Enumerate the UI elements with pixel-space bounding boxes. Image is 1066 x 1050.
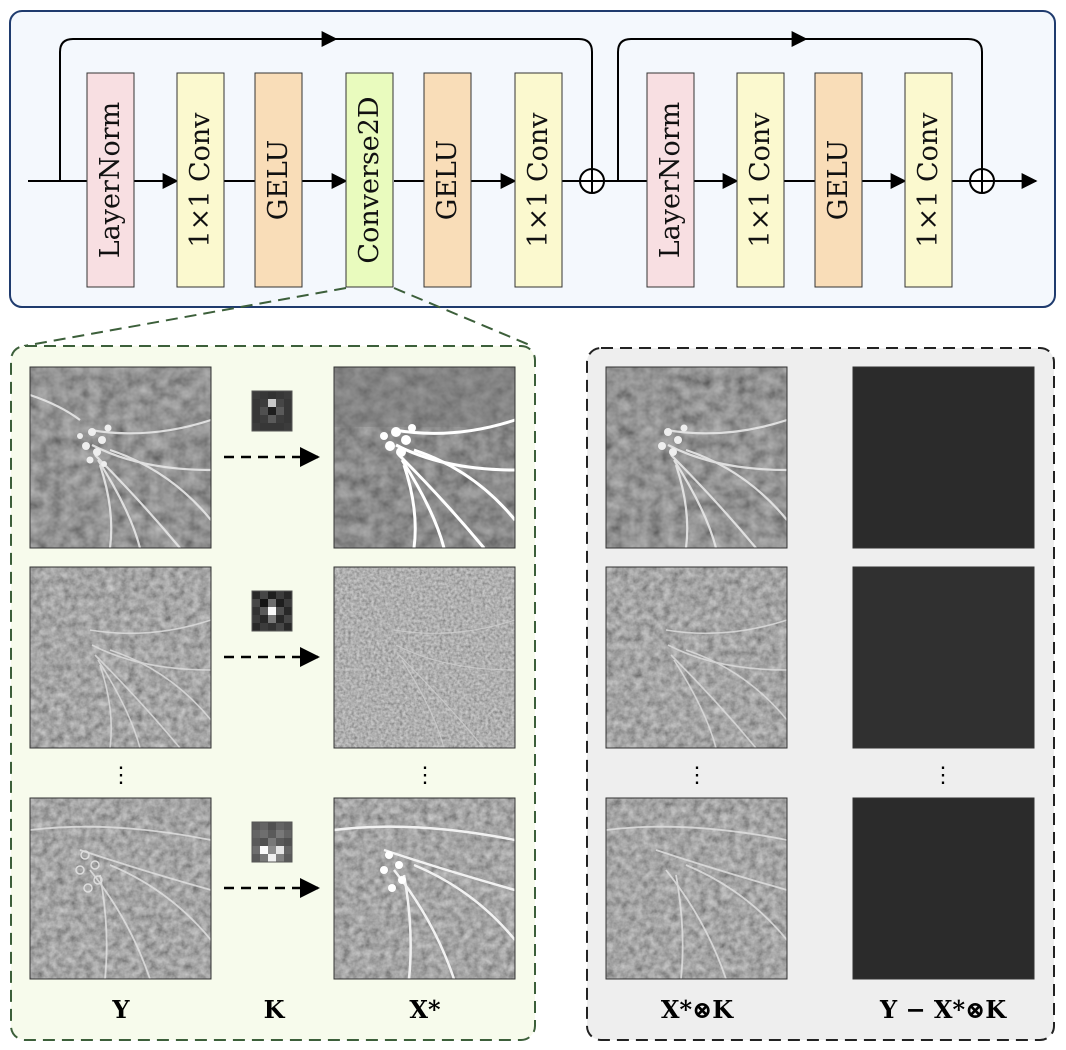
- block-box: [514, 72, 563, 288]
- block-label: 1×1 Conv: [185, 112, 216, 248]
- block-label: Converse2D: [354, 96, 385, 263]
- feature-map-x-2: [333, 566, 516, 749]
- block-label: LayerNorm: [95, 102, 126, 259]
- reconstruction-map-2: [605, 566, 788, 749]
- block-box: [254, 72, 303, 288]
- feature-map-y-1: [29, 366, 212, 549]
- block-label: GELU: [823, 140, 854, 221]
- block-gelu-9: GELU: [814, 72, 863, 288]
- block-label: LayerNorm: [655, 102, 686, 259]
- block-1-1-conv-10: 1×1 Conv: [904, 72, 953, 288]
- residual-map-2: [852, 566, 1035, 749]
- block-box: [736, 72, 785, 288]
- block-layernorm-1: LayerNorm: [86, 72, 135, 288]
- feature-map-y-3: [29, 797, 212, 980]
- ellipsis-residual: ⋮: [932, 763, 954, 788]
- block-1-1-conv-2: 1×1 Conv: [176, 72, 225, 288]
- block-box: [345, 72, 394, 288]
- kernel-1: [251, 390, 293, 432]
- residual-map-1: [852, 366, 1035, 549]
- residual-map-3: [852, 797, 1035, 980]
- skip-connections: [59, 31, 983, 181]
- sum-node-1: [579, 168, 605, 194]
- block-box: [814, 72, 863, 288]
- block-box: [86, 72, 135, 288]
- reconstruction-map-3: [605, 797, 788, 980]
- block-gelu-5: GELU: [423, 72, 472, 288]
- label-y: Y: [111, 995, 130, 1024]
- block-label: 1×1 Conv: [745, 112, 776, 248]
- pipeline-panel: LayerNorm 1×1 Conv GELU Converse2D GELU 1×1 C…: [9, 10, 1056, 308]
- block-1-1-conv-8: 1×1 Conv: [736, 72, 785, 288]
- block-box: [646, 72, 695, 288]
- label-residual: Y − X*⊗K: [879, 995, 1007, 1024]
- ellipsis-y: ⋮: [110, 763, 132, 788]
- label-x-star: X*: [409, 995, 441, 1024]
- feature-map-y-2: [29, 566, 212, 749]
- kernel-3: [251, 821, 293, 863]
- block-gelu-3: GELU: [254, 72, 303, 288]
- ellipsis-recon: ⋮: [686, 763, 708, 788]
- block-1-1-conv-6: 1×1 Conv: [514, 72, 563, 288]
- block-box: [176, 72, 225, 288]
- label-k: K: [264, 995, 286, 1024]
- feature-map-x-3: [333, 797, 516, 980]
- block-box: [904, 72, 953, 288]
- block-label: 1×1 Conv: [523, 112, 554, 248]
- pipeline-blocks: LayerNorm 1×1 Conv GELU Converse2D GELU 1×1 C…: [86, 72, 953, 288]
- block-converse2d-4: Converse2D: [345, 72, 394, 288]
- reconstruction-map-1: [605, 366, 788, 549]
- block-label: 1×1 Conv: [913, 112, 944, 248]
- block-box: [423, 72, 472, 288]
- kernel-2: [251, 590, 293, 632]
- block-layernorm-7: LayerNorm: [646, 72, 695, 288]
- block-label: GELU: [263, 140, 294, 221]
- block-label: GELU: [432, 140, 463, 221]
- ellipsis-x: ⋮: [414, 763, 436, 788]
- left-panel: ⋮ ⋮ Y K X*: [10, 345, 536, 1041]
- sum-node-2: [969, 168, 995, 194]
- zoom-lines: [23, 287, 533, 347]
- right-panel: ⋮ ⋮ X*⊗K Y − X*⊗K: [586, 347, 1055, 1041]
- feature-map-x-1: [333, 366, 517, 549]
- label-recon: X*⊗K: [661, 995, 734, 1024]
